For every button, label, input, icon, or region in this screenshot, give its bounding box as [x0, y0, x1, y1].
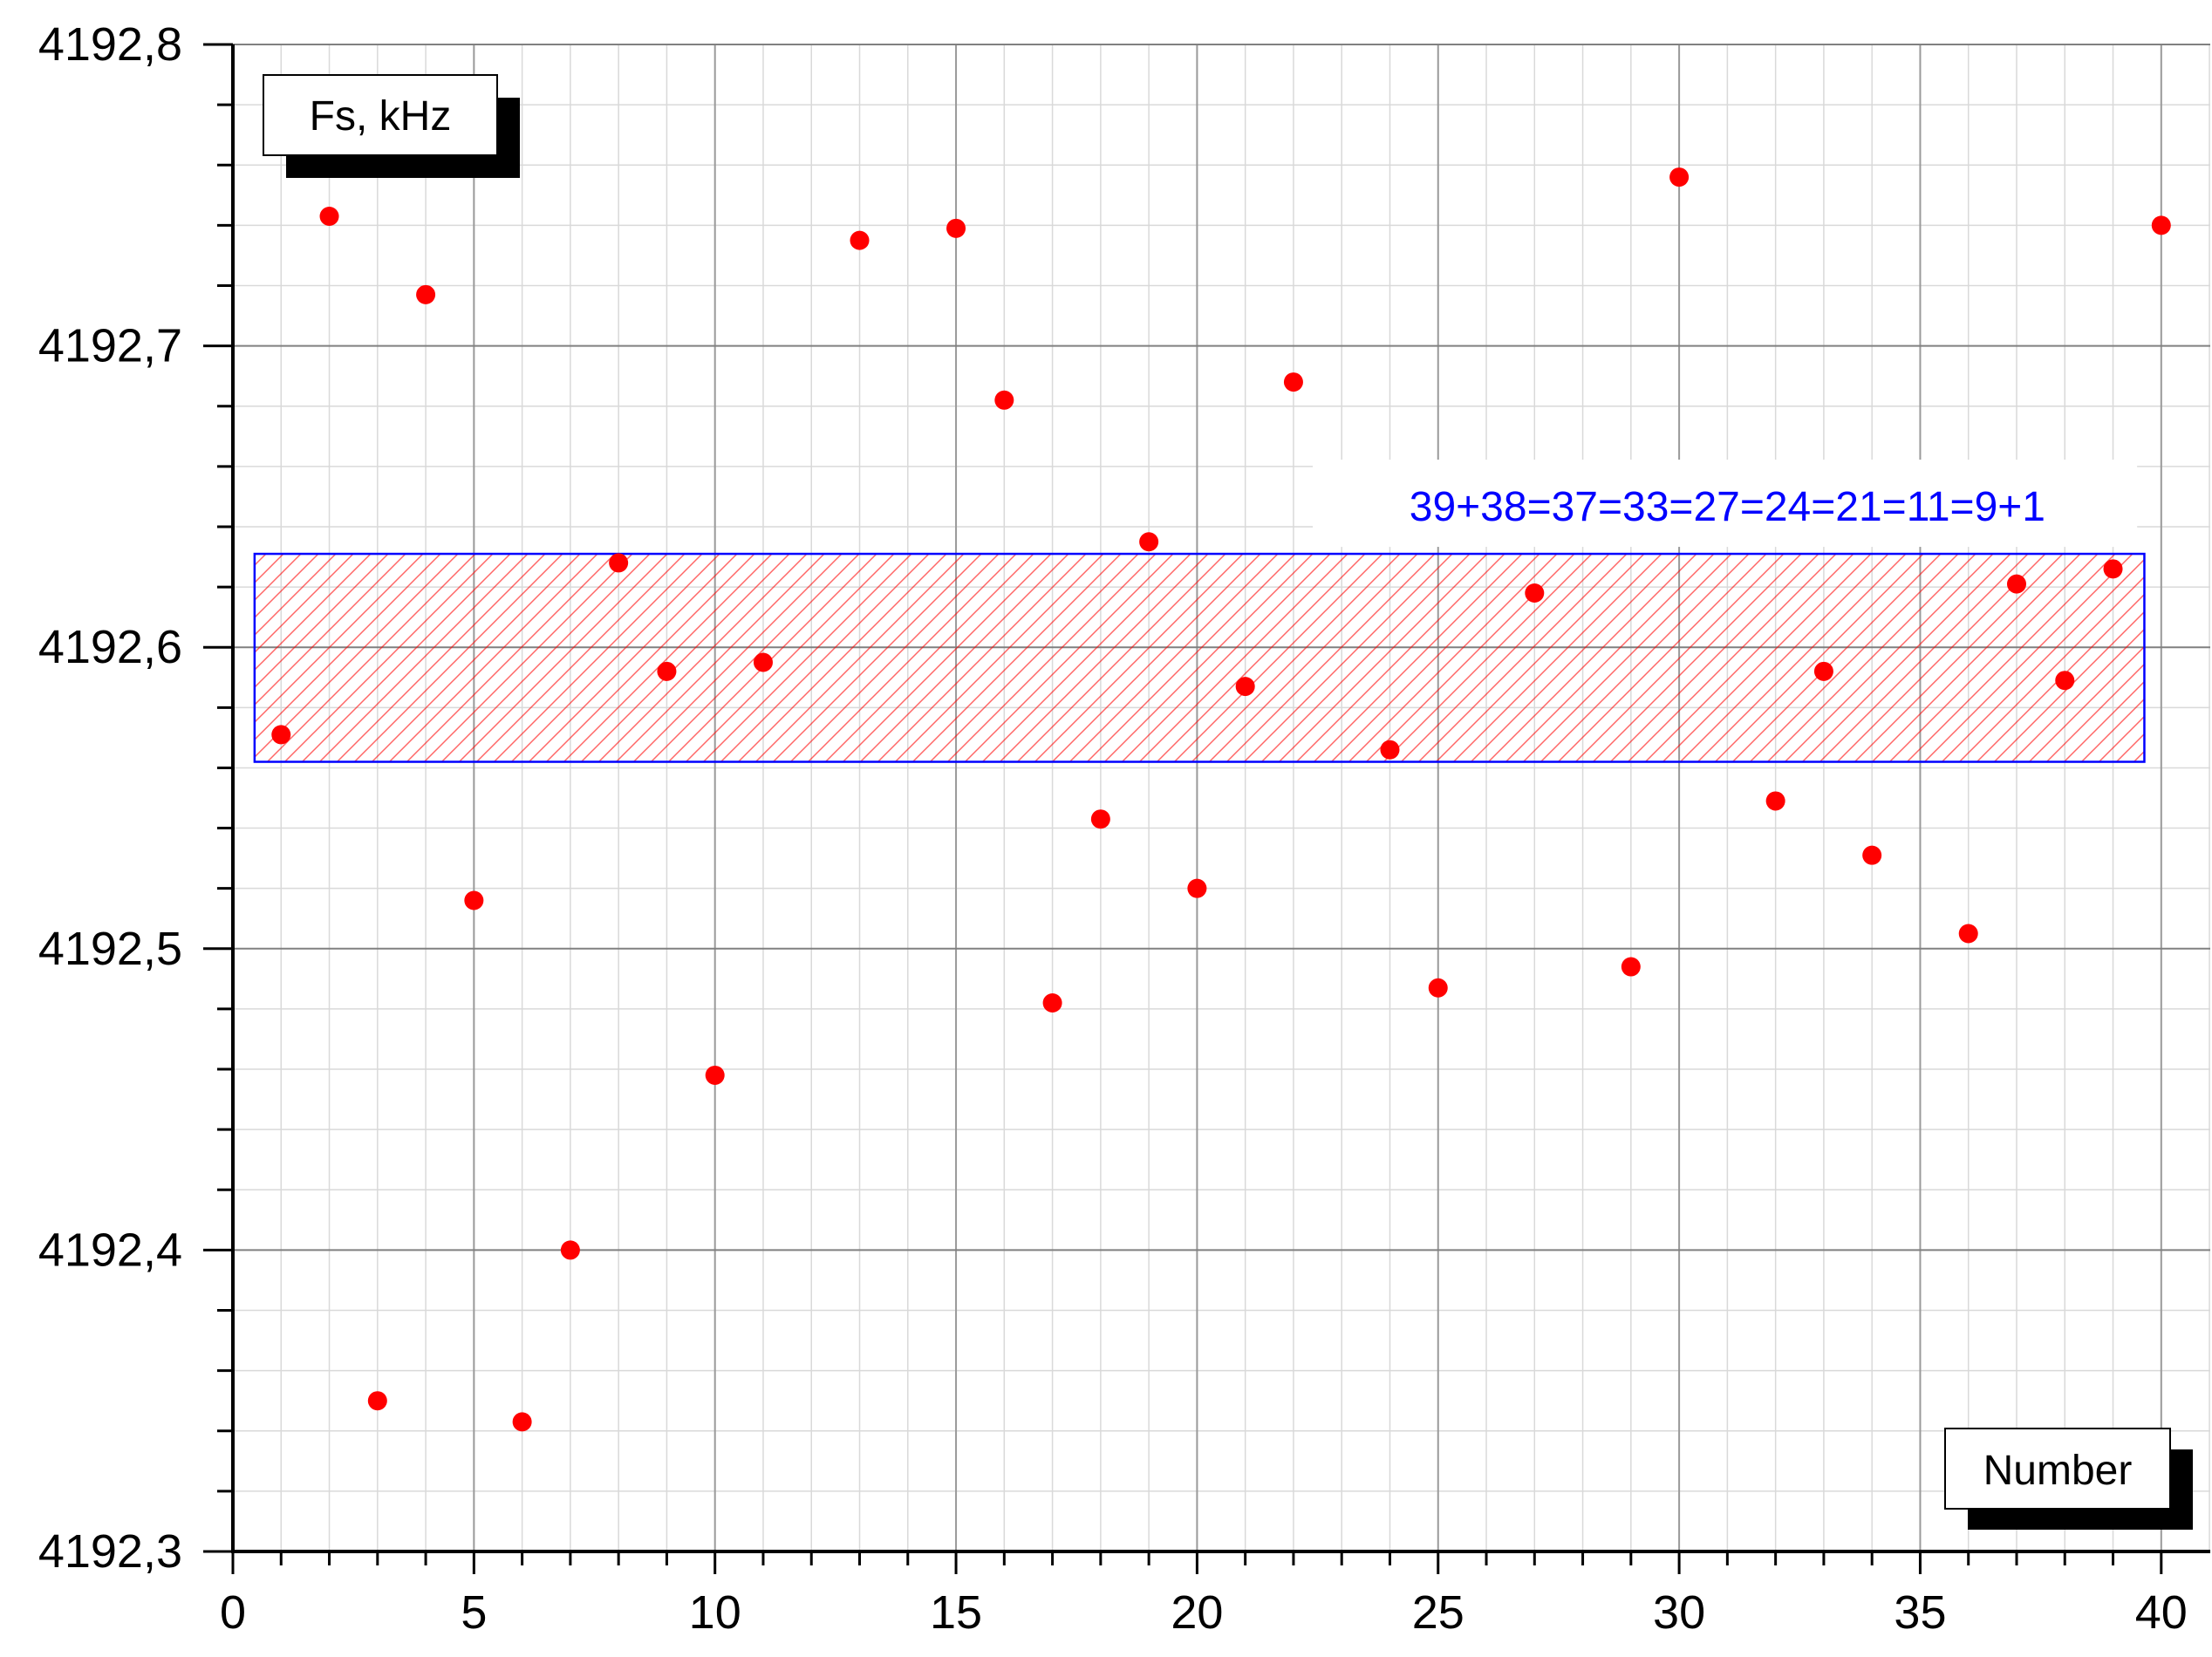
data-point [1525, 583, 1545, 603]
x-tick-label: 40 [2135, 1586, 2188, 1639]
data-point [994, 390, 1014, 410]
y-axis-label-box: Fs, kHz [263, 74, 520, 178]
data-point [319, 206, 339, 226]
data-point [850, 230, 870, 250]
x-tick-label: 15 [930, 1586, 982, 1639]
x-tick-label: 5 [461, 1586, 487, 1639]
data-point [2006, 574, 2026, 594]
data-point [1139, 532, 1159, 552]
data-point [271, 725, 291, 745]
data-point [464, 890, 484, 910]
major-grid [232, 44, 2210, 1552]
y-tick-label: 4192,3 [38, 1525, 182, 1578]
axes [231, 44, 2210, 1553]
y-tick-label: 4192,6 [38, 621, 182, 673]
y-tick-label: 4192,8 [38, 18, 182, 71]
data-point [1187, 878, 1207, 898]
data-point [609, 553, 629, 573]
x-tick-label: 30 [1653, 1586, 1705, 1639]
y-tick-label: 4192,5 [38, 923, 182, 975]
confidence-band [253, 552, 2146, 763]
data-point [1042, 993, 1062, 1013]
y-tick-label: 4192,7 [38, 320, 182, 372]
y-tick-label: 4192,4 [38, 1224, 182, 1276]
data-point [1090, 809, 1110, 829]
data-point [705, 1065, 725, 1085]
data-point [657, 661, 677, 681]
data-point [1669, 167, 1690, 188]
band-annotation-text: 39+38=37=33=27=24=21=11=9+1 [1410, 484, 2045, 530]
data-point [1813, 661, 1833, 681]
x-axis-label-box: Number [1944, 1428, 2193, 1530]
data-points [271, 167, 2171, 1432]
data-point [1235, 677, 1255, 697]
band-rect [253, 552, 2146, 763]
data-point [753, 652, 773, 672]
x-tick-label: 0 [220, 1586, 246, 1639]
data-point [512, 1412, 532, 1432]
data-point [1380, 740, 1400, 760]
x-tick-label: 25 [1412, 1586, 1464, 1639]
band-annotation: 39+38=37=33=27=24=21=11=9+1 [1313, 460, 2138, 548]
x-tick-label: 20 [1171, 1586, 1223, 1639]
data-point [1428, 978, 1448, 998]
data-point [946, 218, 966, 238]
data-point [1283, 372, 1303, 392]
x-axis-label: Number [1983, 1448, 2133, 1494]
data-point [367, 1391, 387, 1411]
data-point [1862, 845, 1882, 865]
y-axis-label: Fs, kHz [310, 93, 452, 140]
ticks: 0 5 10 15 20 25 30 35 40 4192,3 4192,4 4192,5 4192,6… [38, 18, 2188, 1639]
x-tick-label: 35 [1894, 1586, 1946, 1639]
data-point [560, 1240, 580, 1260]
data-point [1765, 791, 1785, 811]
band-annotation-background [1313, 460, 2138, 548]
data-point [2103, 559, 2123, 579]
minor-grid [232, 44, 2210, 1552]
x-tick-label: 10 [689, 1586, 741, 1639]
data-point [1621, 957, 1641, 977]
data-point [1958, 924, 1978, 944]
data-point [2055, 671, 2075, 691]
data-point [416, 284, 436, 304]
data-point [2151, 215, 2171, 235]
